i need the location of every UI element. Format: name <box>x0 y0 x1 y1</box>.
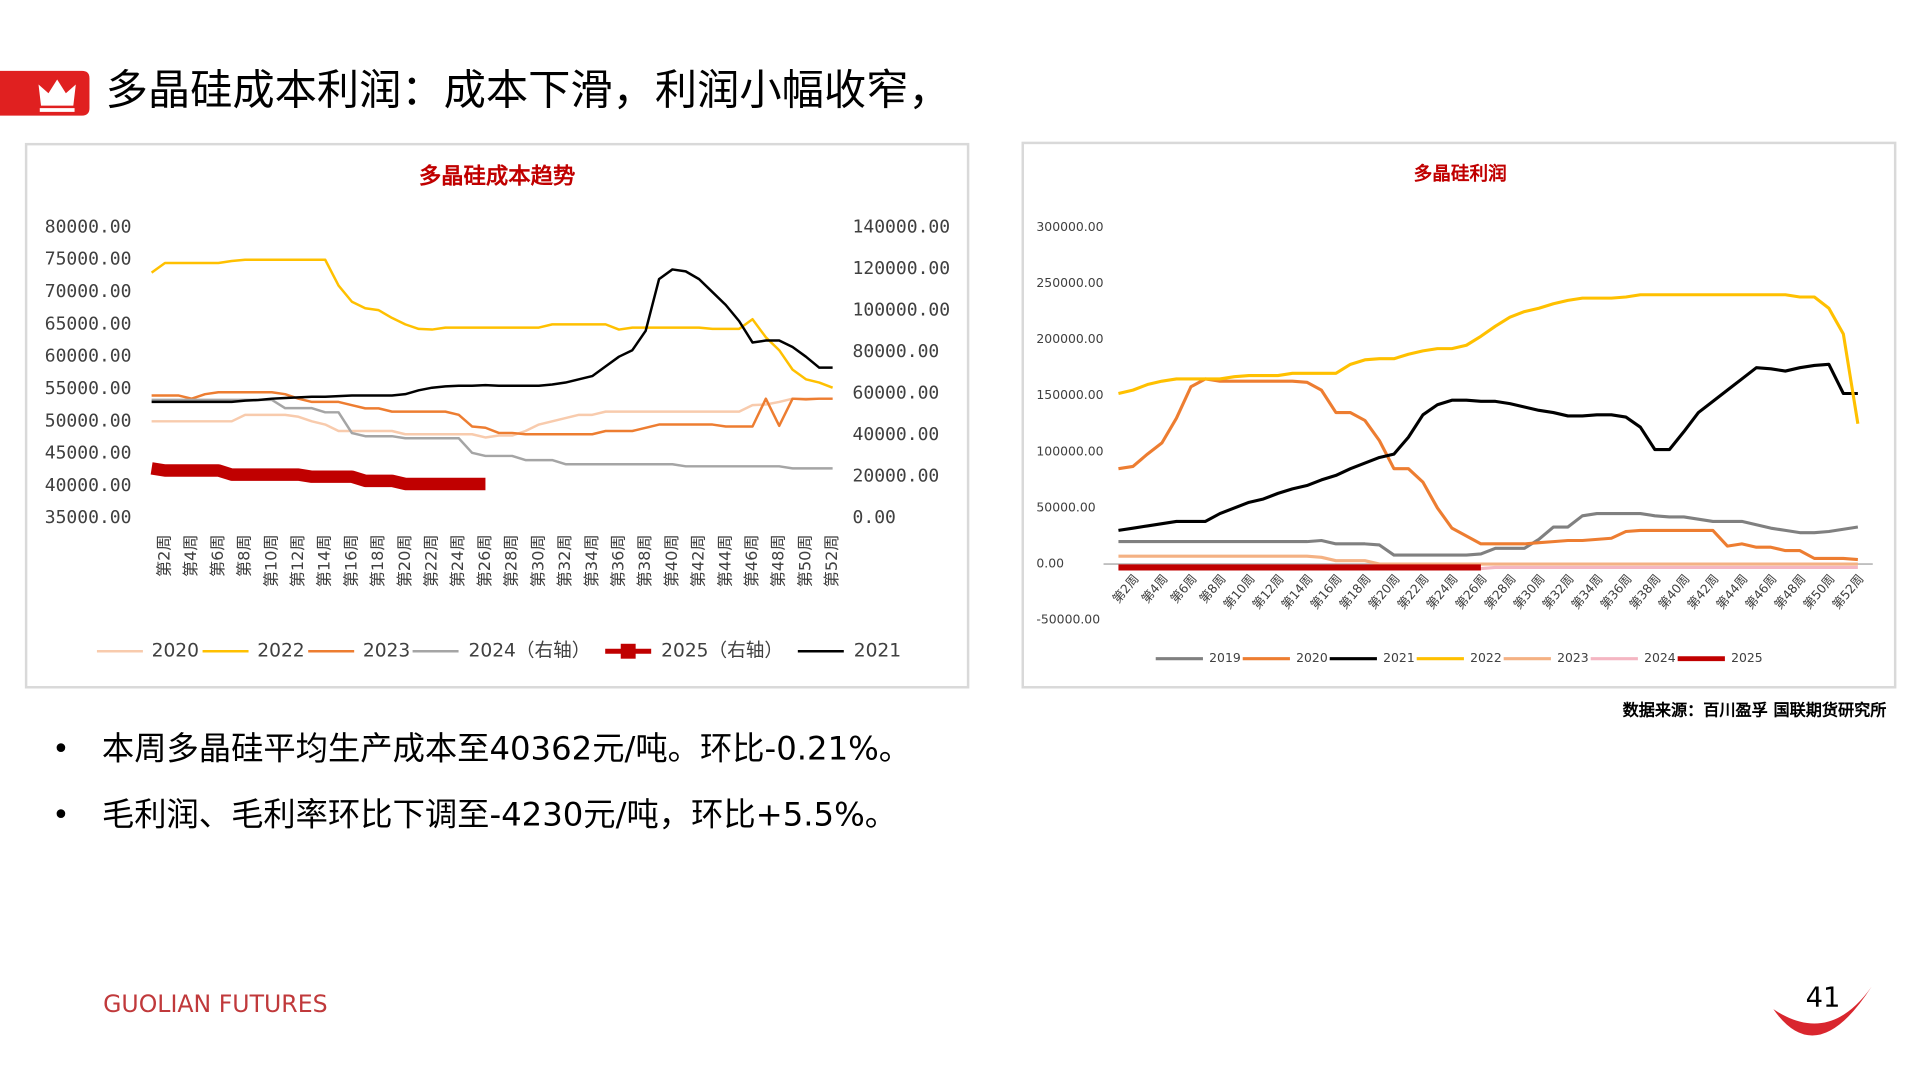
chart-title: 多晶硅利润 <box>1414 163 1507 185</box>
series-line <box>150 258 834 389</box>
y-tick-label: 100000.00 <box>1036 443 1103 458</box>
x-tick-label: 第28周 <box>502 534 521 587</box>
y2-tick-label: 60000.00 <box>853 383 940 404</box>
y2-tick-label: 40000.00 <box>853 424 940 445</box>
series-line <box>1118 512 1859 557</box>
y-tick-label: 65000.00 <box>45 313 132 334</box>
y2-tick-label: 120000.00 <box>853 258 951 279</box>
y-tick-label: 40000.00 <box>45 475 132 496</box>
x-tick-label: 第34周 <box>582 534 601 587</box>
y-tick-label: 75000.00 <box>45 249 132 270</box>
x-tick-label: 第42周 <box>689 534 708 587</box>
series-line <box>151 397 833 439</box>
bullet-text: 毛利润、毛利率环比下调至-4230元/吨，环比+5.5%。 <box>102 796 897 834</box>
x-tick-label: 第38周 <box>635 534 654 587</box>
chart-frame <box>1021 141 1897 689</box>
series-line <box>1118 377 1858 562</box>
y2-tick-label: 100000.00 <box>853 300 951 321</box>
x-tick-label: 第4周 <box>181 534 200 577</box>
legend-label: 2020 <box>1296 650 1328 665</box>
x-tick-label: 第50周 <box>795 534 814 587</box>
y-tick-label: 55000.00 <box>45 378 132 399</box>
footer-brand: GUOLIAN FUTURES <box>103 990 327 1018</box>
y-tick-label: 150000.00 <box>1036 387 1103 402</box>
x-tick-label: 第2周 <box>154 534 173 577</box>
legend-label: 2022 <box>257 641 304 662</box>
x-tick-label: 第20周 <box>395 534 414 587</box>
y-tick-label: 300000.00 <box>1036 219 1103 234</box>
legend-label: 2024 <box>1644 650 1676 665</box>
crown-icon <box>38 79 76 112</box>
y-tick-label: 60000.00 <box>45 346 132 367</box>
y2-tick-label: 80000.00 <box>853 341 940 362</box>
series-line <box>1118 362 1858 532</box>
series-line <box>151 268 833 404</box>
y-tick-label: -50000.00 <box>1036 612 1100 627</box>
y2-tick-label: 20000.00 <box>853 466 940 487</box>
legend-label: 2021 <box>854 641 901 662</box>
x-tick-label: 第16周 <box>341 534 360 587</box>
page-number: 41 <box>1806 983 1841 1014</box>
series-line <box>151 390 833 436</box>
y-tick-label: 35000.00 <box>45 507 132 528</box>
legend-marker <box>620 643 636 659</box>
series-line <box>1118 554 1858 566</box>
legend-label: 2023 <box>363 641 410 662</box>
x-tick-label: 第22周 <box>422 534 441 587</box>
chart-frame <box>24 142 970 689</box>
x-tick-label: 第24周 <box>448 534 467 587</box>
y2-tick-label: 140000.00 <box>853 216 951 237</box>
legend-label: 2021 <box>1383 650 1415 665</box>
x-tick-label: 第40周 <box>662 534 681 587</box>
x-tick-label: 第52周 <box>822 534 841 587</box>
legend-label: 2024（右轴） <box>469 641 591 662</box>
y-tick-label: 70000.00 <box>45 281 132 302</box>
y-tick-label: 50000.00 <box>1036 499 1095 514</box>
page-decoration <box>1773 986 1872 1036</box>
y-tick-label: 200000.00 <box>1036 331 1103 346</box>
series-line <box>150 462 486 491</box>
x-tick-label: 第46周 <box>742 534 761 587</box>
bullet-dot: • <box>52 798 70 833</box>
y-tick-label: 80000.00 <box>45 216 132 237</box>
legend-label: 2025（右轴） <box>661 641 783 662</box>
bullet-dot: • <box>52 732 70 767</box>
x-tick-label: 第18周 <box>368 534 387 587</box>
x-tick-label: 第48周 <box>769 534 788 587</box>
legend-label: 2025 <box>1731 650 1763 665</box>
bullet-text: 本周多晶硅平均生产成本至40362元/吨。环比-0.21%。 <box>102 730 911 768</box>
chart-title: 多晶硅成本趋势 <box>419 163 576 190</box>
x-tick-label: 第26周 <box>475 534 494 587</box>
source-note: 数据来源：百川盈孚 国联期货研究所 <box>1623 700 1887 719</box>
x-tick-label: 第10周 <box>261 534 280 587</box>
x-tick-label: 第14周 <box>315 534 334 587</box>
series-line <box>1118 293 1860 425</box>
y2-tick-label: 0.00 <box>853 507 896 528</box>
y-tick-label: 250000.00 <box>1036 275 1103 290</box>
y-tick-label: 45000.00 <box>45 443 132 464</box>
legend-label: 2020 <box>152 641 199 662</box>
x-tick-label: 第8周 <box>235 534 254 577</box>
legend-label: 2022 <box>1470 650 1502 665</box>
x-tick-label: 第6周 <box>208 534 227 577</box>
x-tick-label: 第36周 <box>608 534 627 587</box>
slide-title: 多晶硅成本利润：成本下滑，利润小幅收窄， <box>106 66 951 115</box>
legend-label: 2019 <box>1209 650 1241 665</box>
x-tick-label: 第44周 <box>715 534 734 587</box>
x-tick-label: 第30周 <box>528 534 547 587</box>
x-tick-label: 第32周 <box>555 534 574 587</box>
y-tick-label: 0.00 <box>1036 556 1064 571</box>
x-tick-label: 第12周 <box>288 534 307 587</box>
y-tick-label: 50000.00 <box>45 410 132 431</box>
legend-label: 2023 <box>1557 650 1589 665</box>
